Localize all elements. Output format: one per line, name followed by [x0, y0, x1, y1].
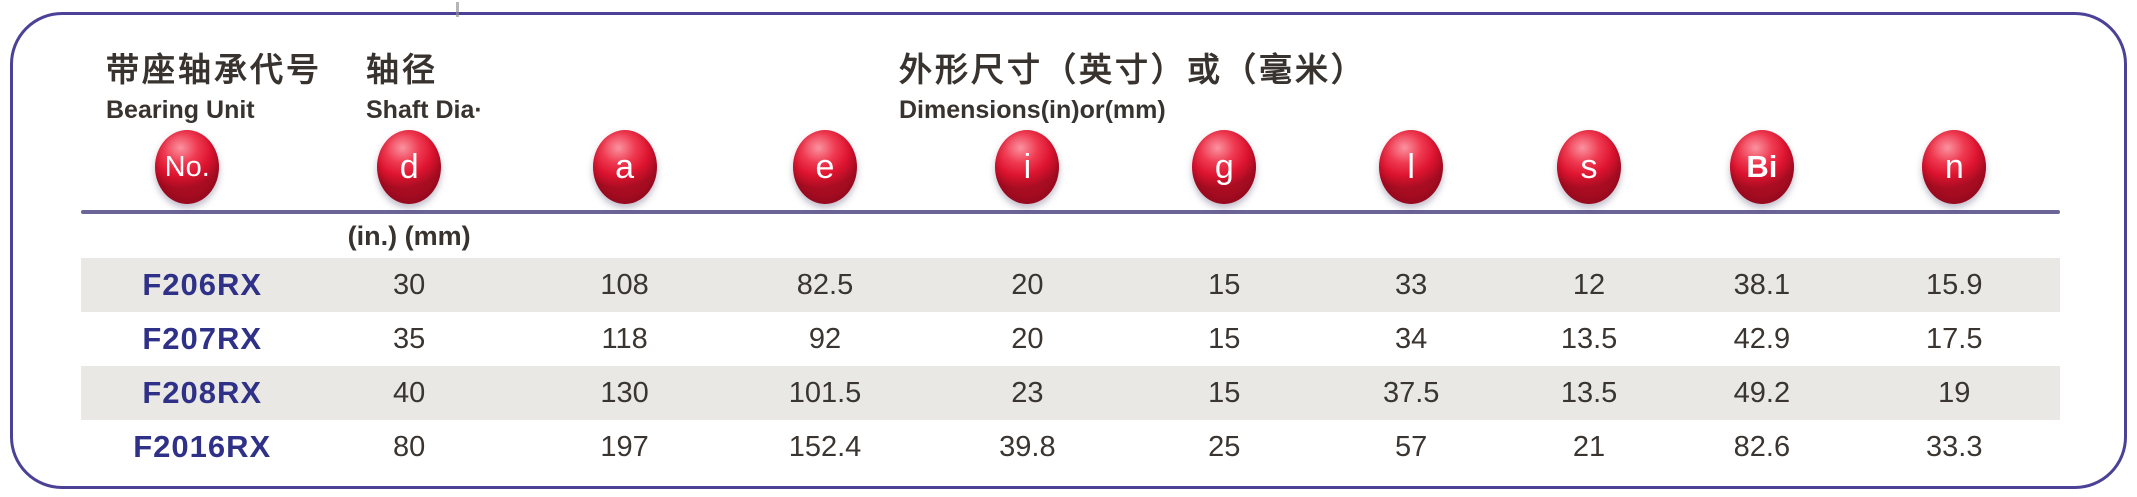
- value-n: 17.5: [1926, 322, 1983, 355]
- value-l: 37.5: [1382, 376, 1440, 409]
- value-d: 35: [393, 322, 426, 355]
- column-badge-s: s: [1557, 130, 1622, 204]
- value-s: 13.5: [1560, 376, 1618, 409]
- unit-note: (in.) (mm): [347, 220, 471, 251]
- badge-cell: e: [724, 130, 925, 210]
- column-badges-row: No. d a e i g l: [81, 130, 2060, 210]
- badge-label: g: [1214, 147, 1234, 186]
- column-badge-d: d: [377, 130, 442, 204]
- badge-label: s: [1580, 147, 1598, 186]
- header-bearing-unit: 带座轴承代号 Bearing Unit: [106, 43, 322, 125]
- value-e: 152.4: [788, 430, 862, 463]
- table-row: F2016RX 80 197 152.4 39.8 25 57 21 82.6 …: [81, 420, 2060, 474]
- value-n: 15.9: [1926, 268, 1983, 301]
- badge-cell: n: [1849, 130, 2060, 210]
- header-bearing-unit-en: Bearing Unit: [106, 96, 255, 124]
- column-badge-bi: Bi: [1729, 130, 1794, 204]
- badge-label: l: [1407, 147, 1415, 186]
- scan-artifact-tick: [456, 2, 459, 17]
- badge-label: a: [615, 147, 635, 186]
- value-s: 12: [1572, 268, 1606, 301]
- value-l: 57: [1395, 430, 1428, 463]
- badge-label: d: [399, 147, 419, 186]
- value-bi: 38.1: [1733, 268, 1791, 301]
- header-shaft-dia: 轴径 Shaft Dia·: [366, 43, 483, 125]
- header-dimensions-zh: 外形尺寸（英寸）或（毫米）: [899, 51, 1367, 88]
- value-a: 118: [601, 322, 648, 355]
- table-header: 带座轴承代号 Bearing Unit 轴径 Shaft Dia· 外形尺寸（英…: [81, 15, 2060, 130]
- badge-cell: Bi: [1675, 130, 1848, 210]
- bearing-model: F208RX: [142, 375, 263, 410]
- column-badge-no: No.: [155, 130, 220, 204]
- value-i: 39.8: [999, 430, 1056, 463]
- value-d: 30: [393, 268, 426, 301]
- header-divider-line: [81, 210, 2060, 214]
- badge-cell: s: [1503, 130, 1675, 210]
- header-shaft-dia-zh: 轴径: [366, 51, 438, 88]
- value-a: 130: [600, 376, 649, 409]
- value-bi: 82.6: [1733, 430, 1791, 463]
- value-bi: 49.2: [1733, 376, 1791, 409]
- value-n: 19: [1938, 376, 1971, 409]
- value-a: 197: [600, 430, 649, 463]
- badge-cell: No.: [81, 130, 293, 210]
- header-shaft-dia-en: Shaft Dia·: [366, 96, 483, 124]
- bearing-table-panel: 带座轴承代号 Bearing Unit 轴径 Shaft Dia· 外形尺寸（英…: [10, 12, 2127, 489]
- badge-label: No.: [164, 150, 210, 183]
- value-g: 15: [1208, 376, 1241, 409]
- badge-label: e: [815, 147, 835, 186]
- badge-label: n: [1944, 147, 1964, 186]
- column-badge-g: g: [1192, 130, 1257, 204]
- column-badge-i: i: [995, 130, 1060, 204]
- badge-cell: g: [1129, 130, 1319, 210]
- value-g: 15: [1208, 268, 1241, 301]
- badge-cell: l: [1320, 130, 1503, 210]
- badge-cell: i: [926, 130, 1129, 210]
- value-bi: 42.9: [1733, 322, 1791, 355]
- badge-label: Bi: [1746, 149, 1778, 184]
- value-s: 21: [1572, 430, 1606, 463]
- badge-cell: a: [525, 130, 724, 210]
- column-badge-e: e: [793, 130, 857, 204]
- value-i: 20: [1011, 322, 1044, 355]
- table-row: F207RX 35 118 92 20 15 34 13.5 42.9 17.5: [81, 312, 2060, 366]
- bearing-model: F206RX: [142, 267, 263, 302]
- value-e: 101.5: [788, 376, 862, 409]
- badge-label: i: [1023, 147, 1032, 186]
- value-d: 40: [393, 376, 426, 409]
- header-dimensions: 外形尺寸（英寸）或（毫米） Dimensions(in)or(mm): [899, 43, 1367, 125]
- header-dimensions-en: Dimensions(in)or(mm): [899, 96, 1166, 124]
- table-row: F208RX 40 130 101.5 23 15 37.5 13.5 49.2…: [81, 366, 2060, 420]
- value-g: 25: [1208, 430, 1241, 463]
- table-row: F206RX 30 108 82.5 20 15 33 12 38.1 15.9: [81, 258, 2060, 312]
- value-d: 80: [393, 430, 426, 463]
- value-e: 82.5: [796, 268, 854, 301]
- bearing-model: F2016RX: [133, 429, 272, 464]
- value-l: 33: [1395, 268, 1428, 301]
- bearing-model: F207RX: [142, 321, 263, 356]
- unit-note-row: (in.) (mm): [81, 214, 2060, 258]
- table-content: 带座轴承代号 Bearing Unit 轴径 Shaft Dia· 外形尺寸（英…: [81, 15, 2060, 474]
- value-n: 33.3: [1926, 430, 1983, 463]
- value-s: 13.5: [1560, 322, 1618, 355]
- column-badge-l: l: [1379, 130, 1444, 204]
- badge-cell: d: [293, 130, 524, 210]
- value-a: 108: [600, 268, 649, 301]
- value-l: 34: [1395, 322, 1428, 355]
- value-g: 15: [1208, 322, 1241, 355]
- value-i: 23: [1011, 376, 1044, 409]
- header-bearing-unit-zh: 带座轴承代号: [106, 51, 322, 88]
- value-i: 20: [1011, 268, 1044, 301]
- value-e: 92: [808, 322, 842, 355]
- column-badge-a: a: [592, 130, 657, 204]
- column-badge-n: n: [1922, 130, 1987, 204]
